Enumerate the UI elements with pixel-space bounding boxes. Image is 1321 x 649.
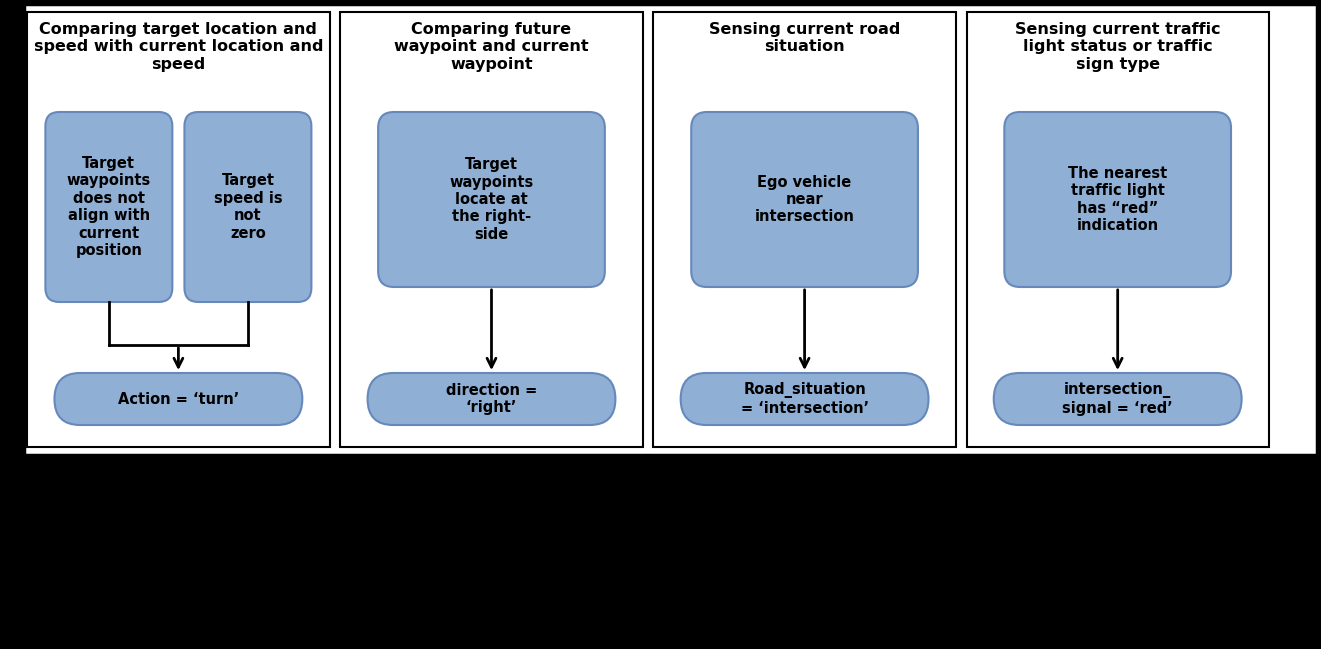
- Text: Action = ‘turn’: Action = ‘turn’: [118, 391, 239, 406]
- FancyBboxPatch shape: [367, 373, 616, 425]
- FancyBboxPatch shape: [378, 112, 605, 287]
- Text: intersection_
signal = ‘red’: intersection_ signal = ‘red’: [1062, 382, 1173, 416]
- FancyBboxPatch shape: [967, 12, 1268, 447]
- FancyBboxPatch shape: [341, 12, 642, 447]
- Text: Comparing target location and
speed with current location and
speed: Comparing target location and speed with…: [33, 22, 324, 72]
- Text: Sensing current road
situation: Sensing current road situation: [709, 22, 901, 55]
- FancyBboxPatch shape: [54, 373, 303, 425]
- Text: Sensing current traffic
light status or traffic
sign type: Sensing current traffic light status or …: [1015, 22, 1221, 72]
- Text: Road_situation
= ‘intersection’: Road_situation = ‘intersection’: [741, 382, 869, 416]
- FancyBboxPatch shape: [1004, 112, 1231, 287]
- FancyBboxPatch shape: [24, 4, 1317, 455]
- FancyBboxPatch shape: [185, 112, 312, 302]
- FancyBboxPatch shape: [654, 12, 955, 447]
- Text: Ego vehicle
near
intersection: Ego vehicle near intersection: [754, 175, 855, 225]
- FancyBboxPatch shape: [691, 112, 918, 287]
- FancyBboxPatch shape: [28, 12, 329, 447]
- Text: Target
speed is
not
zero: Target speed is not zero: [214, 173, 283, 241]
- Text: Target
waypoints
does not
align with
current
position: Target waypoints does not align with cur…: [67, 156, 151, 258]
- FancyBboxPatch shape: [45, 112, 172, 302]
- FancyBboxPatch shape: [993, 373, 1242, 425]
- Text: Target
waypoints
locate at
the right-
side: Target waypoints locate at the right- si…: [449, 157, 534, 242]
- Text: The nearest
traffic light
has “red”
indication: The nearest traffic light has “red” indi…: [1069, 166, 1168, 233]
- Text: Comparing future
waypoint and current
waypoint: Comparing future waypoint and current wa…: [394, 22, 589, 72]
- Text: direction =
‘right’: direction = ‘right’: [446, 383, 538, 415]
- FancyBboxPatch shape: [680, 373, 929, 425]
- Bar: [20, 455, 1321, 649]
